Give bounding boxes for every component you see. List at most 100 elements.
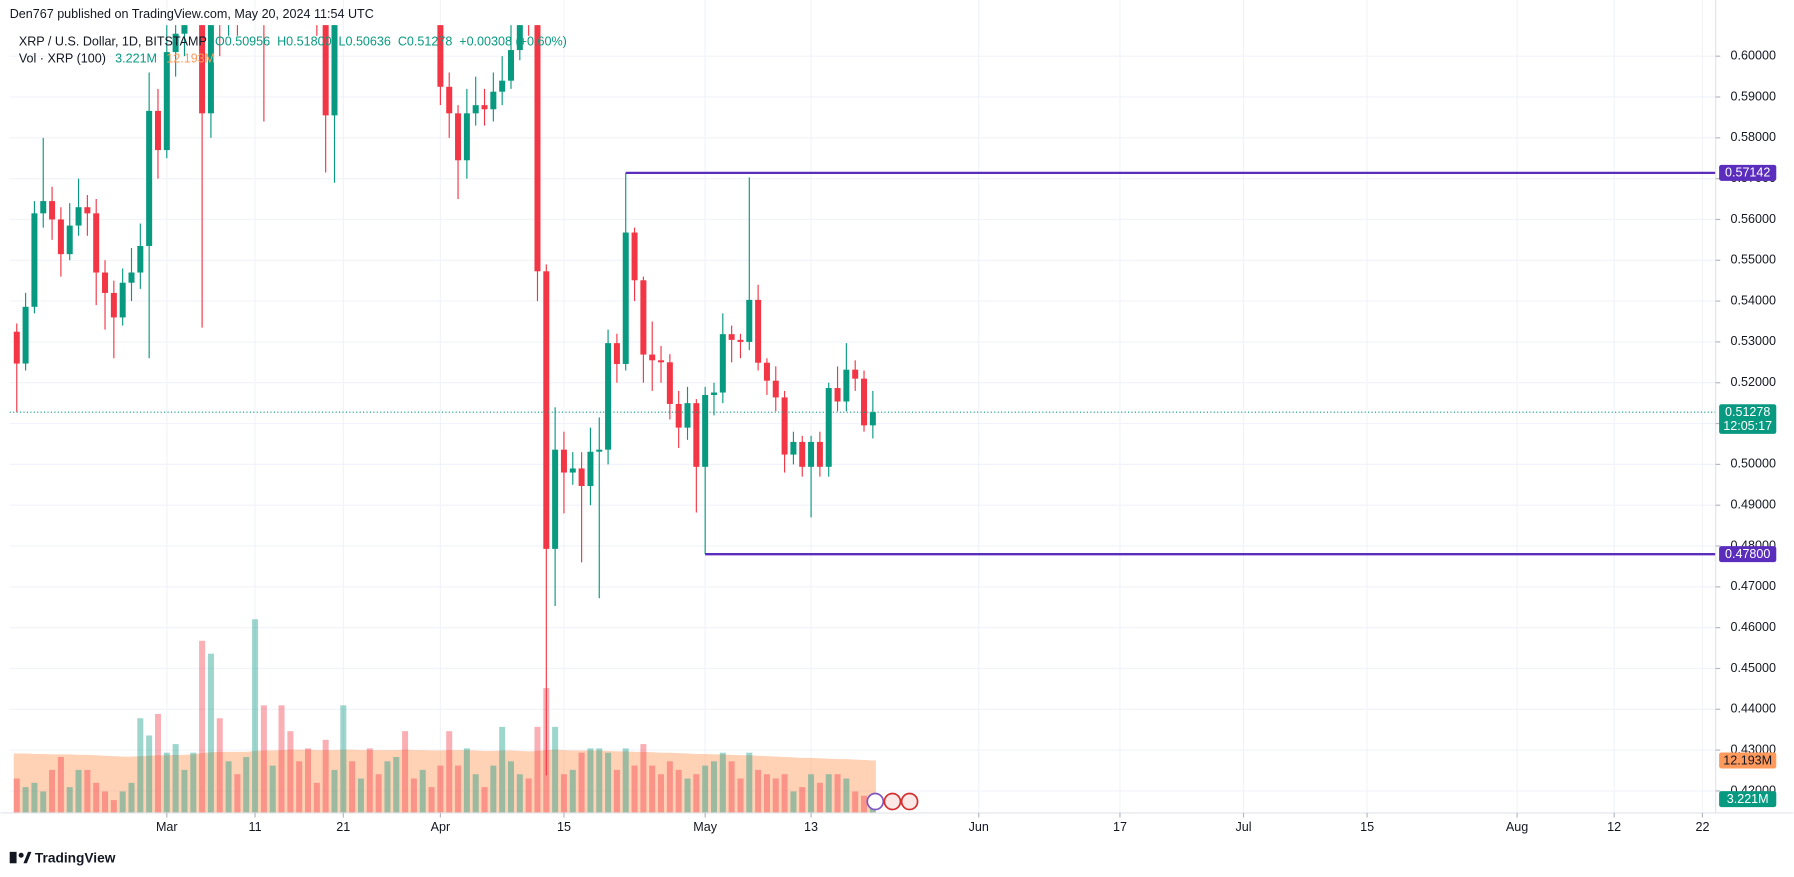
candle-body xyxy=(322,25,329,116)
candle-body xyxy=(587,451,594,487)
volume-legend: Vol · XRP (100) 3.221M 12.193M xyxy=(19,52,215,66)
volume-bar xyxy=(834,774,841,813)
volume-bar xyxy=(799,787,806,813)
event-icon[interactable] xyxy=(900,792,919,811)
volume-bar xyxy=(684,778,691,813)
level-label: 0.57142 xyxy=(1725,166,1770,180)
volume-bar xyxy=(843,778,850,813)
level-label-box xyxy=(1719,164,1777,181)
volume-bar xyxy=(322,739,329,813)
candle-body xyxy=(137,245,144,273)
volume-bar xyxy=(128,782,135,813)
volume-bar xyxy=(790,791,797,813)
y-tick-label: 0.59000 xyxy=(1731,89,1776,103)
volume-bar xyxy=(605,752,612,813)
candle-body xyxy=(499,80,506,92)
volume-bar xyxy=(252,619,259,813)
volume-bar xyxy=(357,778,364,813)
x-tick-label: Apr xyxy=(431,820,451,834)
candle-body xyxy=(22,306,29,364)
volume-bar xyxy=(719,752,726,813)
candle-body xyxy=(631,232,638,281)
price-pane xyxy=(13,25,876,776)
volume-bar xyxy=(428,787,435,813)
volume-bar xyxy=(260,705,267,813)
volume-bar xyxy=(384,761,391,813)
y-tick-label: 0.46000 xyxy=(1731,620,1776,634)
volume-bar xyxy=(640,744,647,813)
volume-bar xyxy=(216,718,223,813)
volume-pane xyxy=(13,619,876,813)
volume-ma-box xyxy=(1719,752,1777,769)
candle-body xyxy=(799,441,806,467)
candle-body xyxy=(852,369,859,379)
brand-logo xyxy=(9,851,17,864)
volume-bar xyxy=(287,731,294,813)
volume-bar xyxy=(587,748,594,813)
candle-body xyxy=(755,299,762,363)
ohlc-open: O0.50956 xyxy=(215,35,270,49)
volume-ma-value: 12.193M xyxy=(166,52,215,66)
candle-body xyxy=(790,441,797,455)
volume-bar xyxy=(702,765,709,813)
publisher-note: Den767 published on TradingView.com, May… xyxy=(10,7,374,21)
volume-value: 3.221M xyxy=(115,52,157,66)
volume-bar xyxy=(402,731,409,813)
candle-body xyxy=(746,299,753,342)
volume-bar xyxy=(207,653,214,813)
candle-body xyxy=(119,282,126,318)
volume-bar xyxy=(852,791,859,813)
volume-bar xyxy=(507,761,515,813)
candle-body xyxy=(781,397,788,455)
candle-body xyxy=(455,113,462,161)
y-tick-label: 0.54000 xyxy=(1731,293,1776,307)
volume-bar xyxy=(808,774,815,813)
event-icon[interactable] xyxy=(883,792,902,811)
candle-body xyxy=(31,213,38,307)
volume-title: Vol · XRP (100) xyxy=(19,52,106,66)
y-tick-label: 0.60000 xyxy=(1731,49,1776,63)
x-tick-label: 15 xyxy=(557,820,571,834)
candle-body xyxy=(93,213,100,273)
candle-body xyxy=(543,271,550,549)
symbol: XRP / U.S. Dollar, 1D, BITSTAMP xyxy=(19,35,207,49)
last-price-label: 0.51278 xyxy=(1725,405,1770,419)
volume-bar xyxy=(269,765,276,813)
volume-bar xyxy=(490,765,497,813)
candle-body xyxy=(446,86,453,114)
volume-bar xyxy=(181,769,188,813)
candle-body xyxy=(658,360,665,363)
overlay xyxy=(9,171,1716,556)
candle-body xyxy=(816,441,823,467)
x-tick-label: 15 xyxy=(1360,820,1374,834)
candle-body xyxy=(772,380,779,398)
volume-bar xyxy=(710,761,717,813)
volume-bar xyxy=(675,769,682,813)
symbol-legend: XRP / U.S. Dollar, 1D, BITSTAMP O0.50956… xyxy=(19,35,567,49)
volume-bar xyxy=(755,769,762,813)
volume-bar xyxy=(525,778,532,813)
candle-body xyxy=(613,343,620,364)
volume-bar xyxy=(340,705,347,813)
volume-bar xyxy=(825,774,832,813)
volume-bar xyxy=(437,765,444,813)
volume-bar xyxy=(534,726,541,813)
volume-bar xyxy=(305,748,312,813)
volume-bar xyxy=(119,791,126,813)
candle-body xyxy=(552,449,559,549)
candle-body xyxy=(331,25,338,116)
event-icon[interactable] xyxy=(866,792,885,811)
ohlc-close: C0.51278 xyxy=(398,35,452,49)
x-tick-label: 13 xyxy=(804,820,818,834)
volume-bar xyxy=(154,713,161,813)
candle-body xyxy=(154,110,161,151)
volume-bar xyxy=(763,774,770,813)
event-icons xyxy=(866,792,919,811)
candle-body xyxy=(737,339,744,342)
volume-bar xyxy=(313,782,320,813)
volume-bar xyxy=(781,774,788,813)
volume-bar xyxy=(225,761,232,813)
volume-ma-area xyxy=(13,749,876,813)
